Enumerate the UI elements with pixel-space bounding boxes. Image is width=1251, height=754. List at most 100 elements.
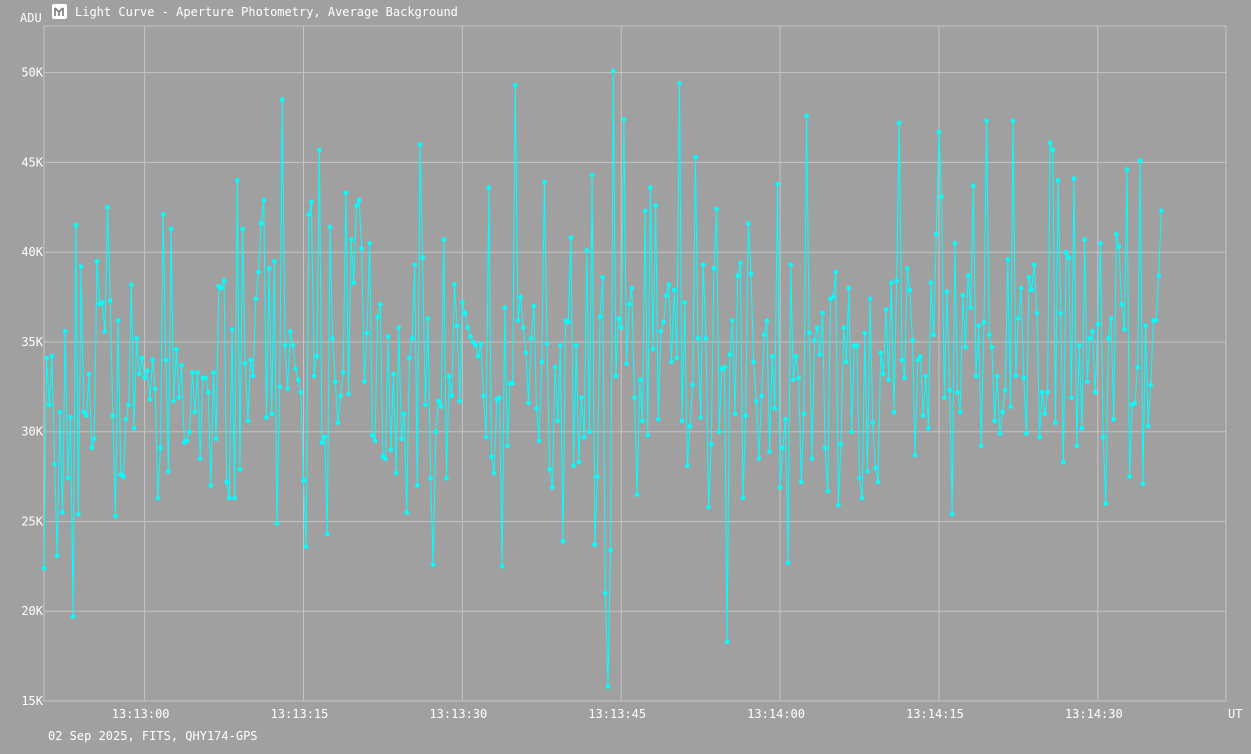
data-point	[968, 305, 973, 311]
data-point	[769, 354, 775, 359]
data-point	[473, 343, 478, 348]
data-point	[605, 684, 611, 689]
data-point	[534, 406, 539, 411]
data-point	[706, 504, 711, 510]
footer-info: 02 Sep 2025, FITS, QHY174-GPS	[48, 729, 258, 743]
data-point	[393, 470, 399, 476]
data-point	[682, 300, 688, 305]
data-point	[322, 434, 328, 440]
x-tick-label: 13:13:45	[588, 707, 646, 721]
data-point	[1137, 158, 1143, 163]
data-point	[256, 269, 261, 275]
data-point	[613, 373, 619, 379]
data-point	[391, 372, 396, 377]
data-point	[179, 363, 184, 368]
data-point	[44, 355, 49, 361]
data-point	[272, 258, 277, 264]
data-point	[661, 319, 666, 325]
data-point	[346, 391, 351, 397]
data-point	[229, 327, 235, 332]
data-point	[102, 328, 108, 334]
data-point	[1140, 481, 1146, 487]
data-point	[642, 208, 648, 214]
data-point	[902, 375, 907, 381]
data-point	[333, 379, 338, 384]
data-point	[52, 461, 57, 467]
data-point	[907, 287, 913, 293]
data-point	[539, 359, 545, 365]
data-point	[558, 343, 563, 348]
data-point	[809, 456, 815, 461]
data-point	[253, 296, 259, 302]
app-icon	[52, 4, 67, 19]
data-point	[894, 278, 899, 284]
data-point	[221, 278, 227, 284]
data-point	[280, 97, 285, 102]
data-point	[438, 404, 444, 409]
data-point	[465, 325, 471, 330]
data-point	[433, 429, 439, 435]
data-point	[965, 273, 971, 278]
data-point	[73, 223, 79, 228]
data-point	[1050, 147, 1056, 153]
data-point	[939, 194, 944, 199]
data-point	[423, 402, 428, 408]
data-point	[687, 424, 693, 429]
data-point	[669, 359, 674, 365]
data-point	[624, 361, 629, 366]
data-point	[359, 246, 365, 251]
data-point	[727, 352, 733, 357]
data-point	[314, 354, 320, 359]
data-point	[446, 373, 452, 379]
data-point	[841, 325, 846, 330]
y-tick-label: 45K	[21, 155, 43, 169]
data-point	[375, 314, 380, 320]
data-point	[468, 334, 473, 339]
data-point	[354, 203, 359, 208]
y-tick-label: 25K	[21, 514, 43, 528]
data-point	[311, 373, 317, 379]
data-point	[854, 343, 860, 348]
data-point	[401, 411, 407, 417]
data-point	[920, 413, 926, 418]
data-point	[1135, 364, 1140, 370]
data-point	[804, 113, 809, 119]
data-point	[817, 352, 823, 357]
data-point	[171, 398, 176, 404]
data-point	[994, 373, 1000, 379]
data-point	[735, 273, 740, 278]
data-point	[277, 384, 283, 390]
data-point	[934, 231, 939, 237]
y-tick-label: 40K	[21, 245, 43, 259]
data-point	[971, 183, 976, 189]
data-point	[158, 445, 163, 451]
data-point	[1005, 257, 1011, 262]
data-point	[899, 357, 905, 363]
data-point	[1024, 431, 1029, 436]
data-point	[481, 393, 486, 399]
data-point	[86, 372, 92, 377]
y-tick-label: 15K	[21, 694, 43, 708]
data-point	[396, 325, 402, 330]
data-point	[105, 205, 110, 210]
data-point	[224, 479, 229, 485]
data-point	[415, 483, 420, 488]
data-point	[152, 386, 158, 391]
data-point	[258, 221, 264, 226]
data-point	[211, 370, 216, 375]
data-point	[486, 185, 492, 190]
x-tick-label: 13:14:30	[1065, 707, 1123, 721]
data-point	[470, 339, 476, 345]
data-point	[764, 318, 770, 323]
data-point	[203, 375, 208, 381]
data-point	[650, 346, 656, 352]
data-point	[113, 513, 118, 519]
data-point	[1119, 302, 1124, 307]
y-tick-label: 30K	[21, 425, 43, 439]
data-point	[1127, 474, 1132, 479]
data-point	[475, 354, 481, 359]
data-point	[325, 531, 330, 537]
data-point	[891, 409, 897, 415]
data-point	[436, 398, 441, 404]
data-point	[656, 416, 661, 422]
